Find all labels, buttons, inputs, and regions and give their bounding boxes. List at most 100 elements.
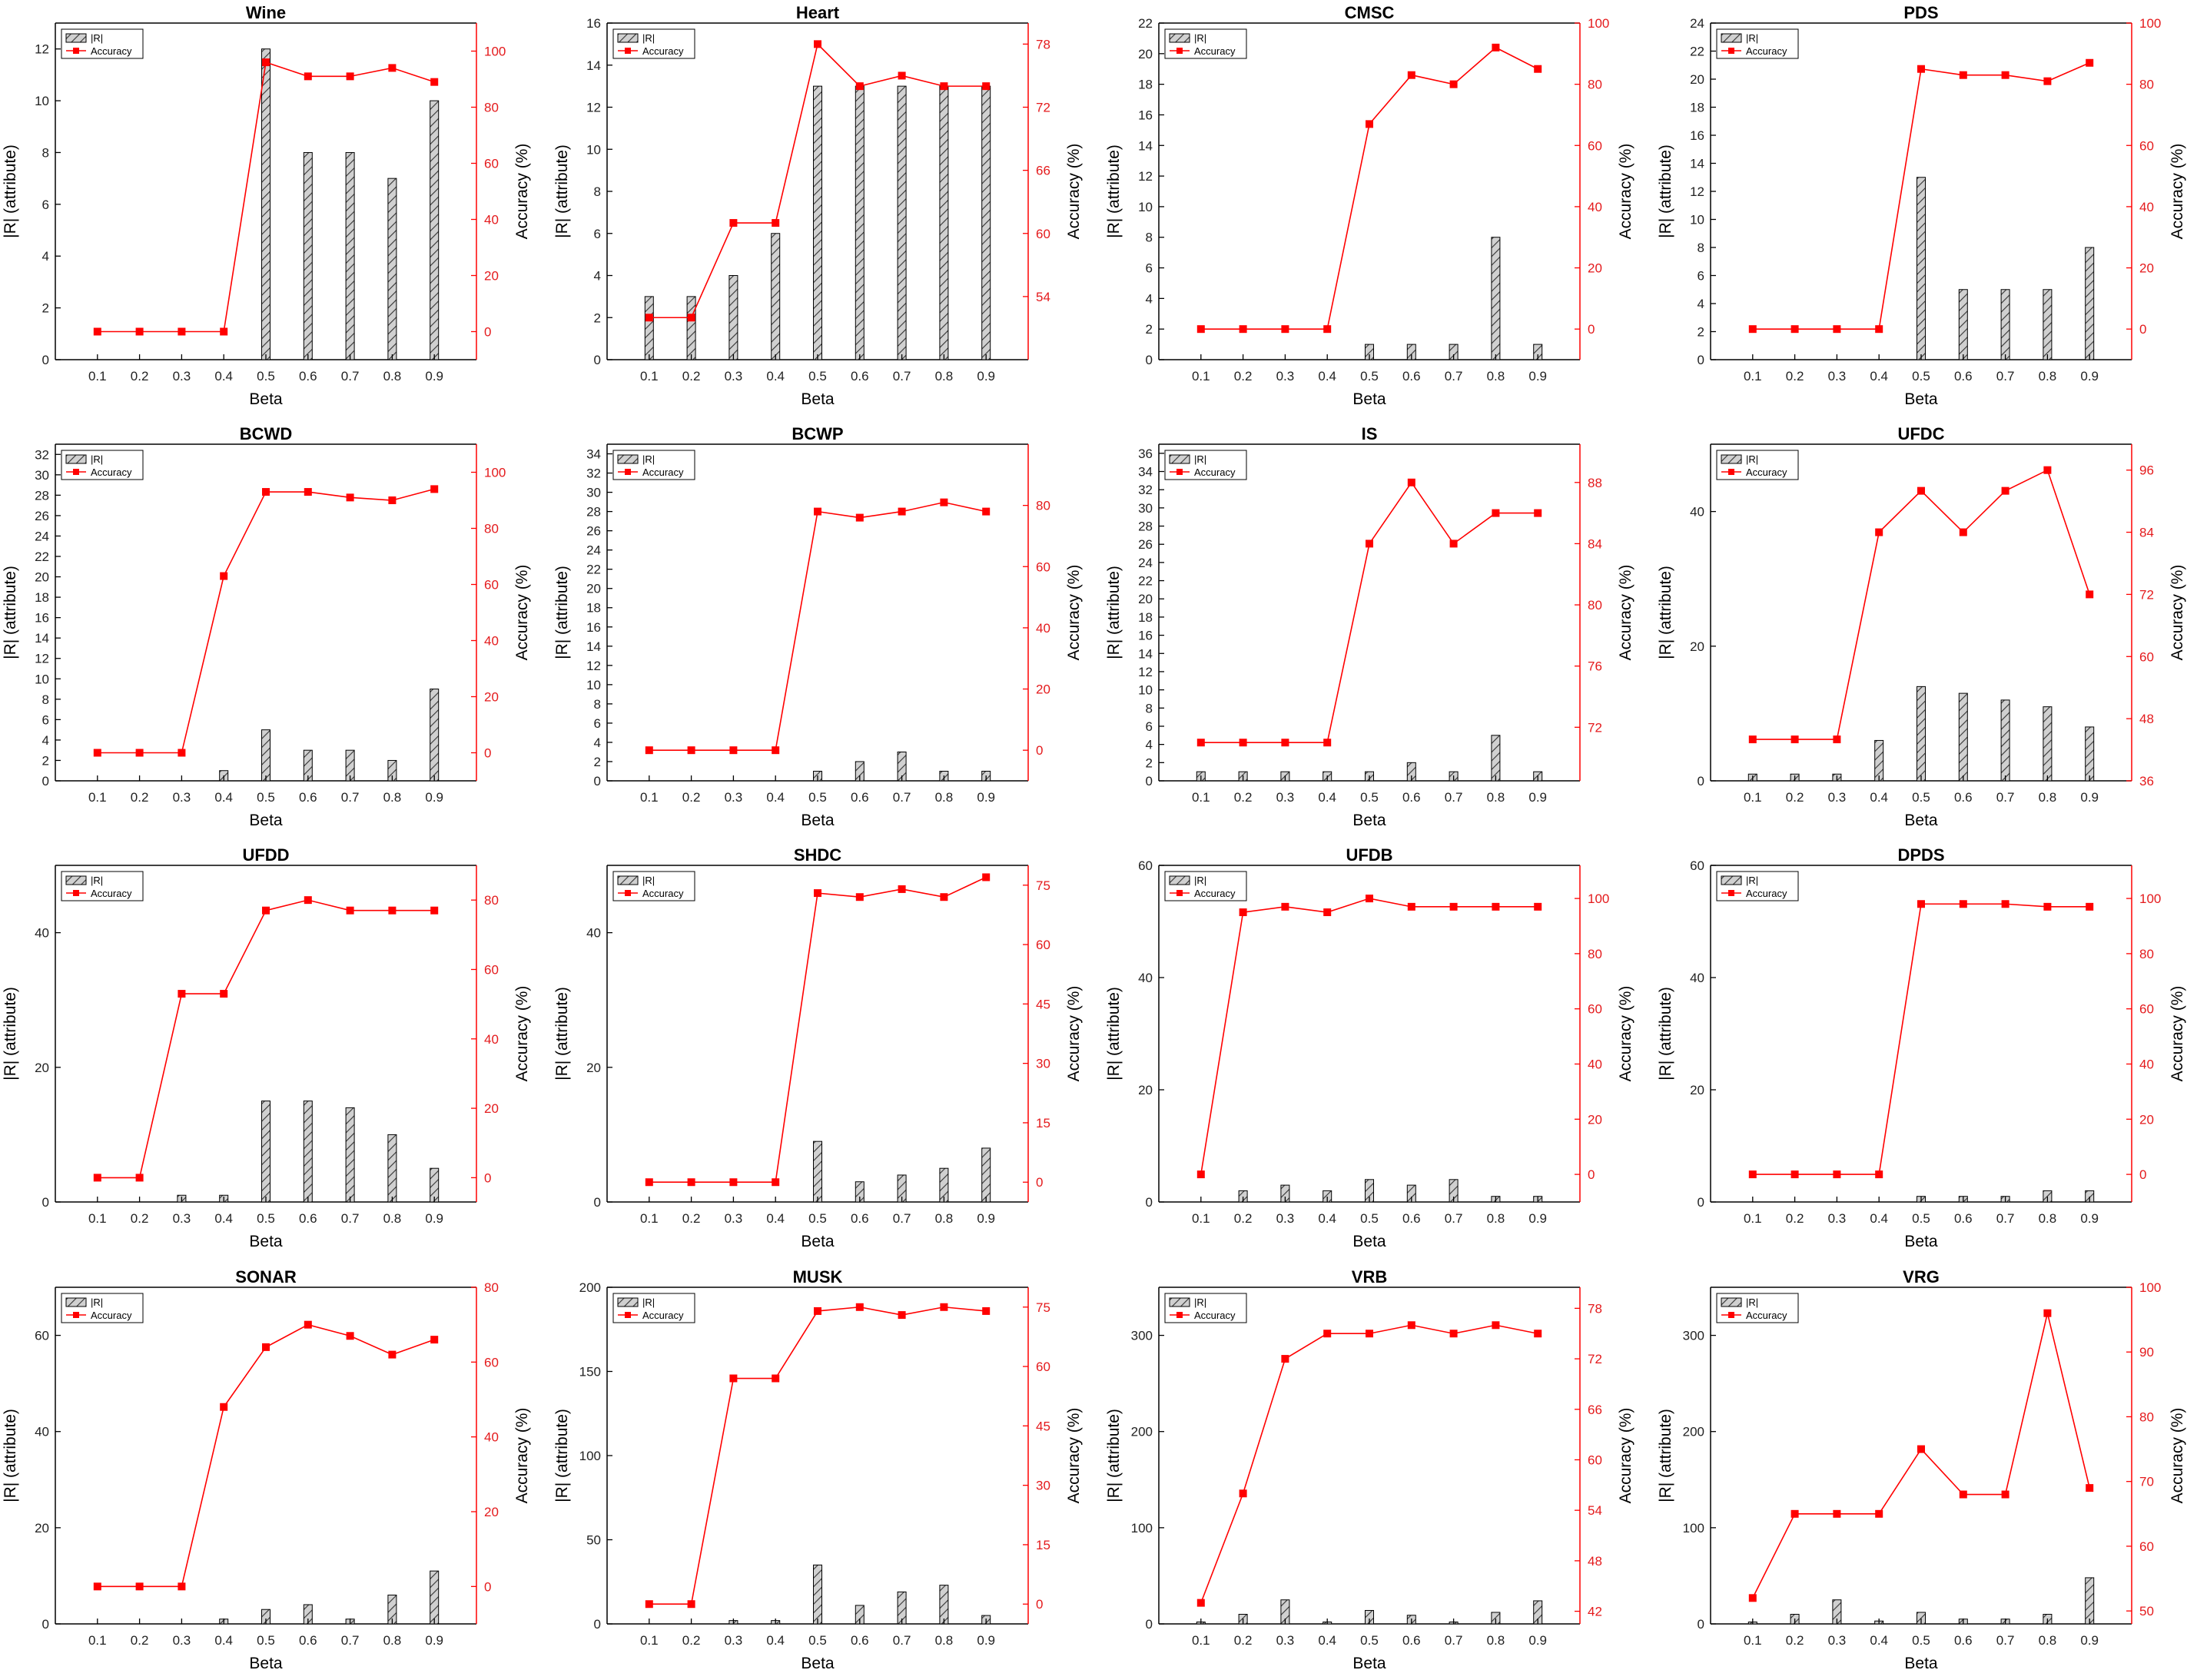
left-tick-label: 60 <box>1138 858 1153 873</box>
left-tick-label: 4 <box>1698 297 1704 311</box>
accuracy-point-0.7 <box>898 71 906 80</box>
bar-0.1 <box>644 296 654 360</box>
left-tick-label: 16 <box>586 16 601 31</box>
accuracy-point-0.3 <box>1281 1355 1289 1363</box>
bar-0.5 <box>261 48 270 360</box>
right-tick-label: 60 <box>2139 138 2154 153</box>
right-tick-label: 66 <box>1036 164 1050 178</box>
left-tick-label: 22 <box>1690 45 1704 59</box>
y-axis-label-left: |R| (attribute) <box>553 987 571 1081</box>
x-tick-label: 0.6 <box>299 369 317 383</box>
right-tick-label: 80 <box>1588 947 1602 961</box>
legend-label-accuracy: Accuracy <box>1194 45 1236 57</box>
x-tick-label: 0.3 <box>1828 1211 1847 1226</box>
bar-0.6 <box>1958 289 1968 360</box>
chart-title: IS <box>1362 424 1378 443</box>
left-tick-label: 40 <box>35 926 49 941</box>
legend-label-accuracy: Accuracy <box>642 45 684 57</box>
x-tick-label: 0.1 <box>88 1211 107 1226</box>
left-tick-label: 0 <box>594 774 601 789</box>
x-tick-label: 0.1 <box>640 1633 659 1648</box>
accuracy-point-0.5 <box>1917 900 1925 908</box>
x-tick-label: 0.4 <box>214 1211 233 1226</box>
x-tick-label: 0.5 <box>808 1211 827 1226</box>
legend-bar-swatch <box>617 454 639 464</box>
accuracy-line <box>1752 903 2090 1175</box>
right-tick-label: 40 <box>2139 1057 2154 1071</box>
accuracy-point-0.1 <box>1748 1170 1757 1179</box>
right-tick-label: 20 <box>1588 261 1602 276</box>
left-tick-label: 150 <box>579 1365 601 1380</box>
y-axis-label-right: Accuracy (%) <box>1617 144 1634 240</box>
left-tick-label: 300 <box>1683 1329 1704 1343</box>
left-tick-label: 100 <box>1683 1521 1704 1536</box>
x-tick-label: 0.1 <box>1744 369 1762 383</box>
accuracy-point-0.9 <box>430 485 439 493</box>
accuracy-point-0.8 <box>388 1350 397 1359</box>
right-tick-label: 50 <box>2139 1604 2154 1619</box>
right-tick-label: 60 <box>484 157 499 171</box>
right-tick-label: 100 <box>2139 1280 2161 1295</box>
accuracy-point-0.9 <box>1534 509 1542 517</box>
legend-point-swatch <box>73 1312 79 1318</box>
left-tick-label: 24 <box>1138 556 1153 570</box>
left-tick-label: 40 <box>586 926 601 941</box>
accuracy-point-0.5 <box>814 1306 821 1315</box>
accuracy-point-0.3 <box>729 219 738 227</box>
right-tick-label: 40 <box>2139 200 2154 214</box>
legend-label-r: |R| <box>1746 875 1758 886</box>
left-tick-label: 18 <box>1138 610 1153 625</box>
x-tick-label: 0.9 <box>977 1633 995 1648</box>
bar-0.2 <box>686 296 696 360</box>
accuracy-point-0.2 <box>1790 1509 1799 1518</box>
accuracy-point-0.3 <box>1281 739 1289 747</box>
right-tick-label: 60 <box>2139 1002 2154 1017</box>
right-tick-label: 60 <box>2139 1539 2154 1554</box>
accuracy-point-0.3 <box>1281 325 1289 334</box>
right-tick-label: 80 <box>484 101 499 115</box>
left-tick-label: 6 <box>594 227 601 241</box>
right-tick-label: 48 <box>1588 1554 1602 1569</box>
left-tick-label: 22 <box>1138 16 1153 31</box>
y-axis-label-left: |R| (attribute) <box>1105 144 1123 238</box>
right-tick-label: 0 <box>484 746 491 761</box>
left-tick-label: 0 <box>1698 1195 1704 1210</box>
left-tick-label: 2 <box>594 310 601 325</box>
accuracy-point-0.4 <box>1875 1170 1883 1179</box>
accuracy-point-0.2 <box>1239 908 1247 917</box>
left-tick-label: 10 <box>586 678 601 692</box>
y-axis-label-left: |R| (attribute) <box>553 566 571 659</box>
accuracy-point-0.9 <box>1534 1330 1542 1338</box>
accuracy-line <box>1200 46 1538 330</box>
right-tick-label: 0 <box>2139 1167 2146 1182</box>
x-tick-label: 0.9 <box>977 790 995 805</box>
accuracy-point-0.4 <box>220 990 228 998</box>
bar-0.5 <box>1917 686 1926 782</box>
accuracy-point-0.8 <box>388 906 397 915</box>
legend-label-accuracy: Accuracy <box>1746 466 1787 478</box>
legend-bar-swatch <box>1721 1297 1742 1307</box>
left-tick-label: 2 <box>1698 325 1704 340</box>
left-tick-label: 30 <box>1138 501 1153 516</box>
x-tick-label: 0.1 <box>88 369 107 383</box>
bar-0.9 <box>981 85 991 360</box>
y-axis-label-right: Accuracy (%) <box>1065 144 1083 240</box>
accuracy-point-0.5 <box>262 1343 270 1351</box>
accuracy-point-0.6 <box>1407 1321 1415 1330</box>
left-tick-label: 6 <box>594 716 601 731</box>
bar-0.5 <box>261 1101 270 1203</box>
left-tick-label: 6 <box>42 198 49 212</box>
accuracy-point-0.2 <box>135 327 144 336</box>
accuracy-point-0.3 <box>178 990 186 998</box>
legend-point-swatch <box>73 469 79 475</box>
left-tick-label: 8 <box>42 692 49 707</box>
x-tick-label: 0.9 <box>1528 1633 1547 1648</box>
x-tick-label: 0.9 <box>1528 369 1547 383</box>
right-tick-label: 60 <box>1588 1002 1602 1017</box>
accuracy-point-0.3 <box>178 327 186 336</box>
x-tick-label: 0.6 <box>299 1633 317 1648</box>
legend-label-accuracy: Accuracy <box>1746 45 1787 57</box>
x-tick-label: 0.6 <box>1954 1211 1973 1226</box>
x-tick-label: 0.8 <box>935 369 954 383</box>
left-tick-label: 0 <box>594 1195 601 1210</box>
